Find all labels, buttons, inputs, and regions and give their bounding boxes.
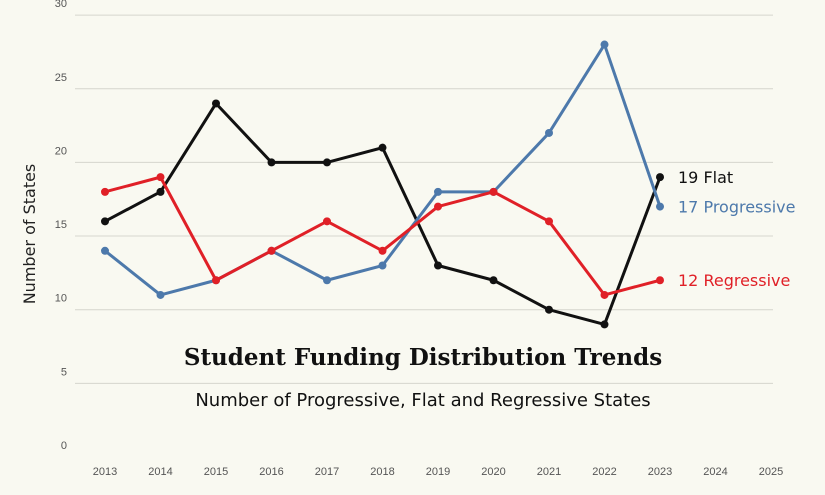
data-point: [434, 187, 442, 196]
data-point: [656, 173, 664, 182]
data-point: [378, 143, 387, 152]
x-tick-label: 2021: [537, 466, 561, 478]
data-point: [323, 276, 331, 285]
data-point: [267, 158, 276, 167]
y-tick-label: 5: [61, 366, 67, 378]
data-point: [101, 246, 109, 255]
series-regressive: [101, 173, 664, 299]
y-tick-label: 15: [55, 219, 67, 231]
data-point: [156, 173, 165, 182]
series-flat: [101, 99, 664, 329]
data-point: [212, 99, 220, 108]
x-tick-label: 2022: [592, 466, 616, 478]
y-axis-label: Number of States: [20, 164, 39, 305]
y-tick-label: 10: [55, 293, 67, 305]
y-axis-ticks: 0 5 10 15 20 25 30: [55, 0, 67, 452]
data-point: [545, 217, 553, 226]
x-tick-label: 2016: [259, 466, 283, 478]
data-point: [656, 202, 664, 211]
data-point: [434, 261, 442, 270]
x-tick-label: 2024: [703, 466, 727, 478]
x-tick-label: 2020: [481, 466, 505, 478]
series-end-label: 17 Progressive: [678, 198, 795, 217]
x-tick-label: 2018: [370, 466, 394, 478]
series-line: [104, 101, 662, 326]
x-tick-label: 2023: [648, 466, 672, 478]
x-tick-label: 2013: [93, 466, 117, 478]
data-point: [656, 276, 664, 285]
data-point: [600, 320, 609, 329]
series-group: [101, 40, 664, 329]
chart-title: Student Funding Distribution Trends: [184, 344, 662, 371]
data-point: [600, 40, 609, 49]
series-end-label: 12 Regressive: [678, 271, 790, 290]
x-tick-label: 2014: [148, 466, 172, 478]
data-point: [323, 217, 331, 226]
x-tick-label: 2025: [759, 466, 783, 478]
x-tick-label: 2015: [204, 466, 228, 478]
data-point: [378, 246, 387, 255]
data-point: [545, 128, 553, 137]
data-point: [489, 187, 498, 196]
series-end-labels: 19 Flat 17 Progressive 12 Regressive: [678, 168, 795, 290]
x-tick-label: 2017: [315, 466, 339, 478]
series-end-label: 19 Flat: [678, 168, 733, 187]
data-point: [545, 305, 553, 314]
data-point: [600, 290, 609, 299]
x-tick-label: 2019: [426, 466, 450, 478]
y-tick-label: 0: [61, 440, 67, 452]
data-point: [378, 261, 387, 270]
data-point: [101, 187, 109, 196]
chart-subtitle: Number of Progressive, Flat and Regressi…: [195, 390, 650, 411]
data-point: [156, 290, 165, 299]
data-point: [156, 187, 165, 196]
gridlines: [75, 14, 773, 384]
y-tick-label: 25: [55, 72, 67, 84]
data-point: [323, 158, 331, 167]
data-point: [489, 276, 498, 285]
x-axis-ticks: 2013 2014 2015 2016 2017 2018 2019 2020 2021 2022…: [93, 466, 783, 478]
data-point: [267, 246, 276, 255]
y-tick-label: 20: [55, 145, 67, 157]
data-point: [434, 202, 442, 211]
data-point: [101, 217, 109, 226]
data-point: [212, 276, 220, 285]
y-tick-label: 30: [55, 0, 67, 10]
